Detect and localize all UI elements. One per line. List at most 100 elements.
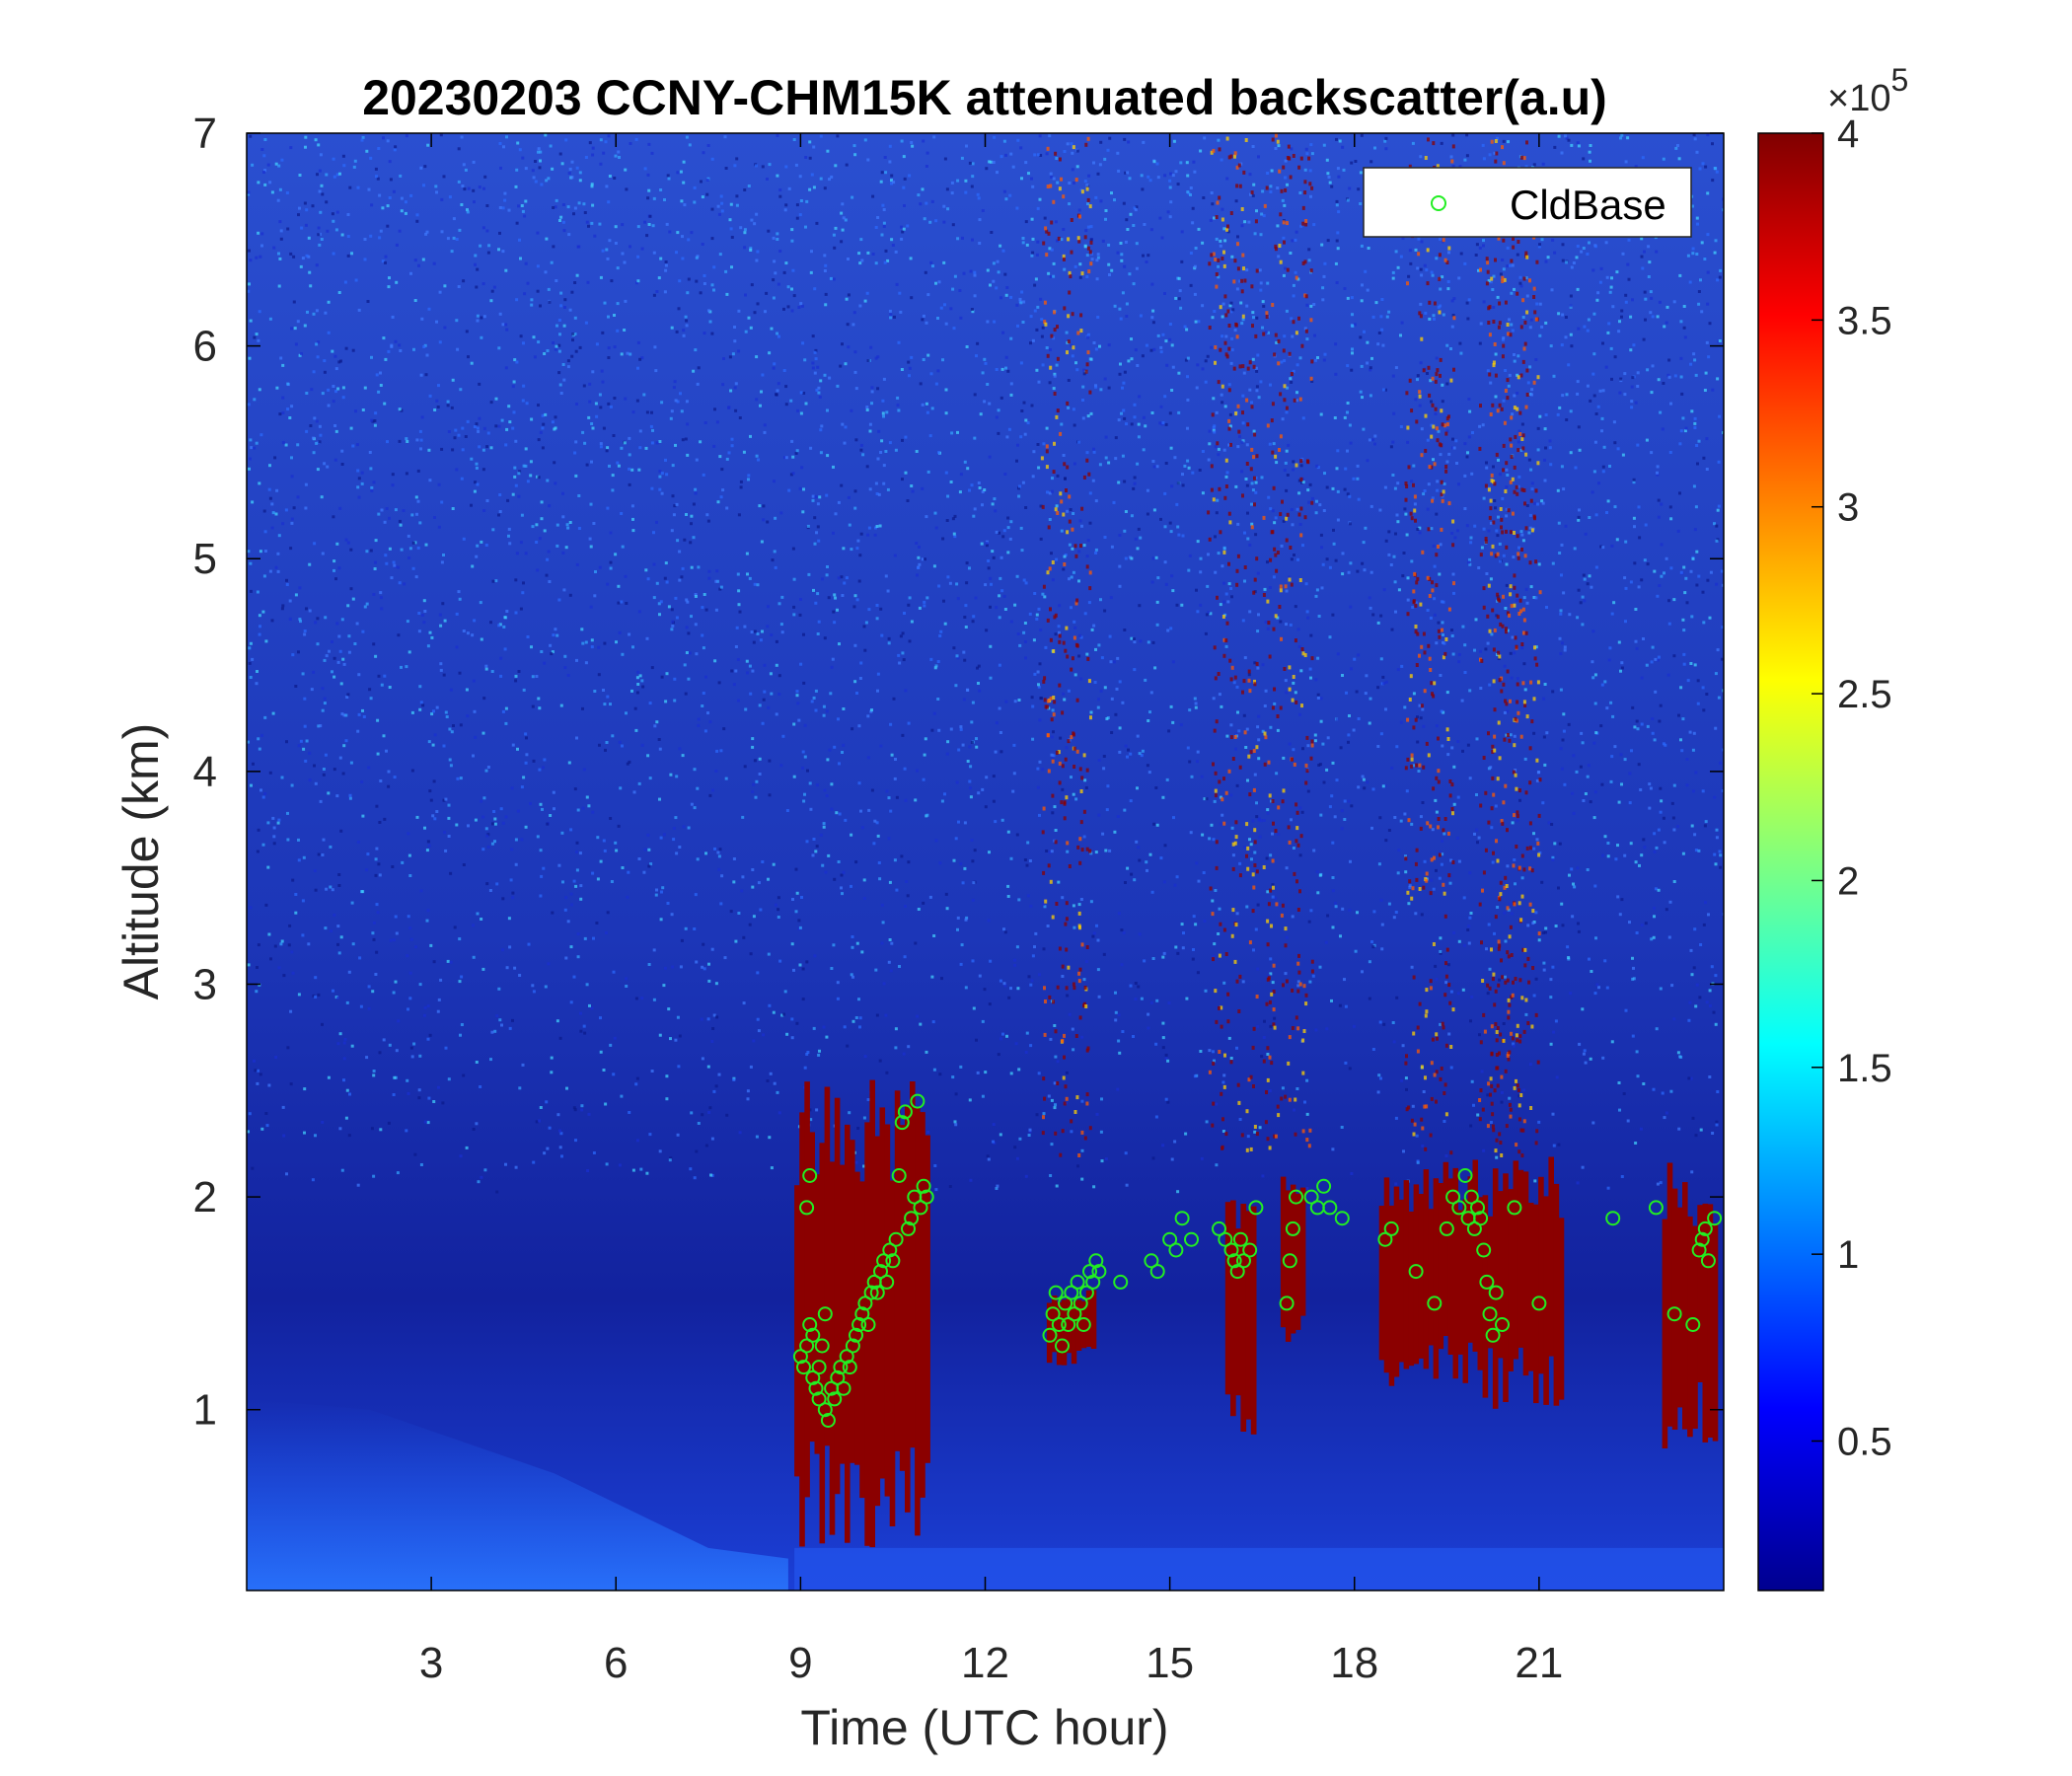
noise-speck [259, 433, 263, 437]
noise-speck [1367, 247, 1370, 250]
noise-speck [591, 370, 595, 374]
noise-speck [1558, 842, 1562, 846]
noise-speck [973, 393, 977, 397]
noise-speck [339, 359, 342, 363]
noise-speck [1183, 464, 1187, 468]
noise-speck [542, 766, 545, 770]
noise-speck [901, 733, 905, 737]
noise-speck [704, 675, 707, 679]
noise-speck [1496, 136, 1500, 140]
noise-speck [1148, 710, 1151, 714]
noise-speck [1382, 682, 1386, 686]
noise-speck [553, 461, 556, 465]
noise-speck [1119, 362, 1122, 366]
noise-speck [472, 955, 476, 959]
noise-speck [1341, 145, 1345, 149]
noise-speck [1711, 1132, 1715, 1135]
noise-speck [894, 1046, 898, 1050]
noise-speck [1133, 415, 1137, 419]
noise-speck [563, 654, 567, 658]
noise-speck [1073, 462, 1076, 466]
noise-speck [1285, 691, 1289, 695]
noise-speck [1348, 908, 1352, 912]
noise-speck [540, 183, 544, 186]
noise-speck [1489, 381, 1493, 385]
noise-speck [1256, 571, 1260, 575]
noise-speck [1221, 334, 1224, 338]
noise-speck [1181, 534, 1185, 538]
noise-speck [921, 403, 925, 407]
noise-speck [1078, 633, 1082, 637]
noise-speck [393, 938, 396, 942]
noise-speck [1032, 638, 1036, 642]
noise-speck [1564, 134, 1567, 138]
noise-speck [455, 319, 459, 323]
noise-speck [467, 355, 470, 359]
noise-speck [822, 704, 826, 708]
noise-speck [1050, 735, 1054, 739]
noise-speck [1275, 340, 1279, 344]
noise-speck [285, 578, 288, 582]
noise-speck [1576, 245, 1580, 248]
noise-speck [1659, 786, 1663, 790]
noise-speck [670, 913, 674, 917]
noise-speck [1671, 816, 1675, 820]
noise-speck [1064, 477, 1067, 481]
noise-speck [1263, 704, 1267, 707]
noise-speck [1326, 172, 1330, 176]
noise-speck [1038, 134, 1042, 138]
noise-speck [823, 254, 827, 258]
noise-speck [1516, 599, 1519, 602]
noise-speck [1514, 769, 1517, 772]
noise-speck [400, 665, 403, 669]
noise-speck [304, 759, 308, 763]
noise-speck [422, 599, 426, 603]
noise-speck [1255, 385, 1259, 389]
noise-speck [969, 269, 973, 273]
noise-speck [836, 384, 840, 388]
noise-speck [844, 425, 848, 429]
noise-speck [1123, 629, 1127, 631]
noise-speck [612, 1073, 616, 1076]
noise-speck [992, 1123, 996, 1127]
noise-speck [1025, 243, 1029, 247]
noise-speck [810, 700, 814, 703]
noise-speck [1259, 281, 1263, 285]
noise-speck [973, 294, 977, 298]
noise-speck [1083, 245, 1087, 249]
noise-speck [718, 848, 722, 851]
noise-speck [554, 481, 557, 485]
noise-speck [1451, 133, 1455, 137]
noise-speck [503, 616, 507, 620]
noise-speck [1343, 287, 1347, 290]
noise-speck [658, 1149, 662, 1153]
noise-speck [1102, 952, 1106, 956]
noise-speck [1441, 621, 1444, 625]
noise-speck [762, 504, 766, 508]
noise-speck [1478, 1033, 1481, 1037]
noise-speck [1465, 133, 1469, 137]
noise-speck [494, 579, 498, 583]
noise-speck [1503, 975, 1507, 979]
noise-speck [1622, 1092, 1626, 1095]
noise-speck [1644, 922, 1648, 925]
noise-speck [752, 915, 756, 919]
noise-speck [250, 446, 254, 450]
noise-speck [1068, 1012, 1072, 1016]
noise-speck [690, 522, 693, 526]
noise-speck [1019, 526, 1023, 530]
noise-speck [386, 204, 390, 208]
noise-speck [489, 621, 492, 625]
noise-speck [442, 673, 446, 677]
noise-speck [1151, 957, 1155, 960]
noise-speck [896, 404, 900, 407]
noise-speck [1183, 325, 1187, 329]
noise-speck [1538, 851, 1542, 854]
noise-speck [1000, 589, 1004, 593]
noise-speck [752, 640, 756, 644]
noise-speck [417, 612, 421, 615]
noise-speck [1551, 855, 1555, 859]
noise-speck [491, 579, 495, 583]
noise-speck [286, 407, 290, 411]
noise-speck [475, 555, 479, 558]
